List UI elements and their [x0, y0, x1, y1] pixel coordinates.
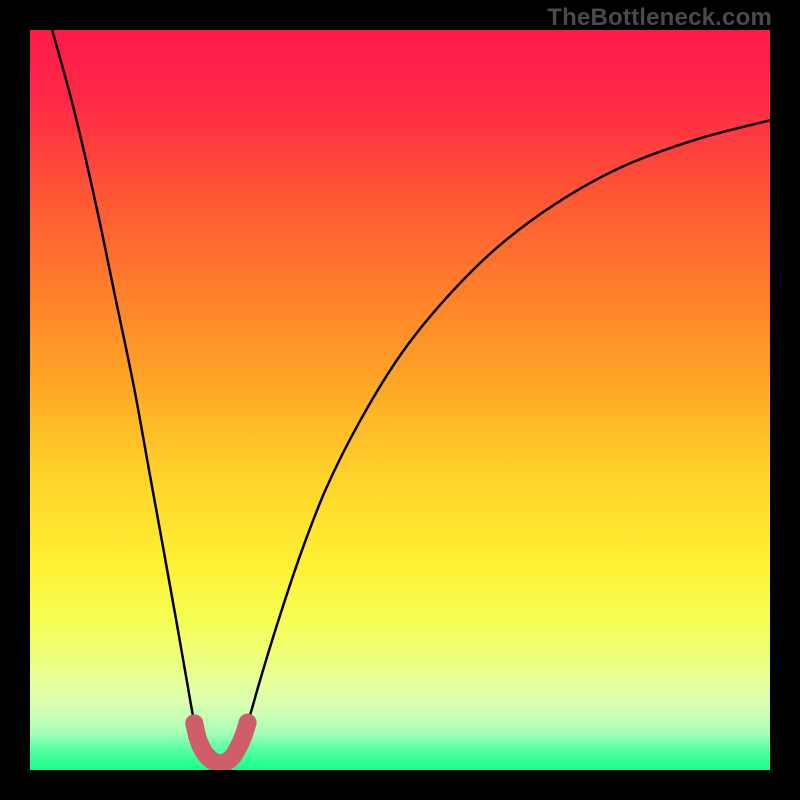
watermark-text: TheBottleneck.com	[547, 4, 772, 32]
optimal-region-end-dot	[239, 714, 257, 732]
plot-svg	[30, 30, 770, 770]
optimal-region-start-dot	[185, 714, 203, 732]
plot-area	[30, 30, 770, 770]
gradient-background	[30, 30, 770, 770]
figure-root: TheBottleneck.com	[0, 0, 800, 800]
